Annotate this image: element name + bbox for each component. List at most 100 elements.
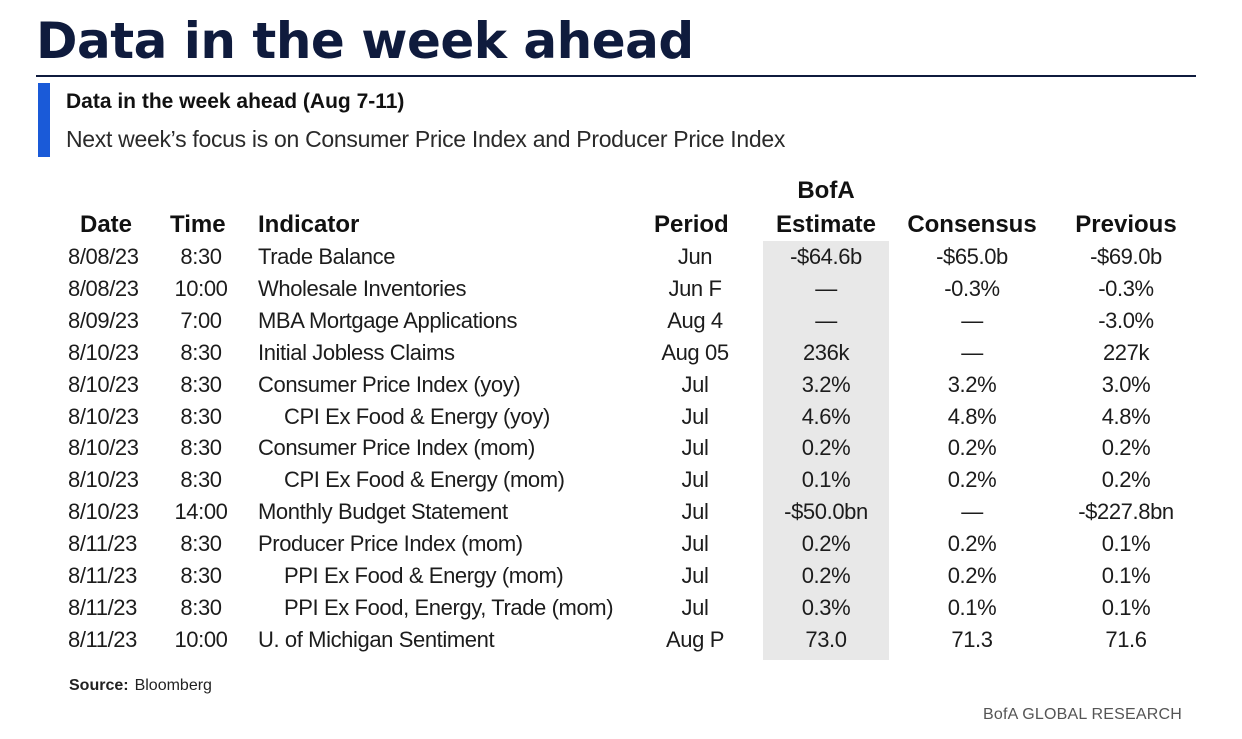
cell-previous: -0.3%: [1098, 275, 1154, 301]
cell-consensus: —: [961, 339, 983, 365]
cell-period: Jul: [681, 435, 709, 461]
cell-date: 8/10/23: [68, 467, 139, 493]
cell-consensus: -$65.0b: [936, 244, 1008, 269]
cell-period: Aug 05: [661, 339, 729, 365]
cell-time: 8:30: [180, 435, 222, 461]
cell-period: Aug 4: [667, 307, 723, 333]
cell-previous: -3.0%: [1098, 307, 1154, 333]
cell-bofa: -$64.6b: [790, 244, 862, 269]
cell-date: 8/10/23: [68, 339, 139, 365]
cell-time: 8:30: [180, 594, 222, 620]
cell-indicator: CPI Ex Food & Energy (yoy): [284, 403, 550, 429]
cell-indicator: Trade Balance: [258, 244, 396, 269]
header-date: Date: [80, 211, 133, 238]
cell-indicator: PPI Ex Food, Energy, Trade (mom): [284, 594, 614, 620]
cell-time: 14:00: [174, 499, 228, 525]
cell-time: 8:30: [180, 563, 222, 588]
cell-indicator: U. of Michigan Sentiment: [258, 626, 495, 652]
cell-consensus: 71.3: [951, 626, 993, 652]
cell-date: 8/11/23: [68, 594, 137, 620]
cell-date: 8/11/23: [68, 531, 137, 557]
cell-date: 8/09/23: [68, 307, 139, 333]
cell-time: 8:30: [180, 467, 222, 493]
cell-consensus: 0.2%: [947, 435, 997, 461]
cell-time: 8:30: [180, 531, 222, 557]
cell-period: Jul: [681, 467, 709, 493]
cell-bofa: —: [815, 307, 837, 333]
cell-consensus: 0.2%: [947, 563, 997, 588]
cell-consensus: -0.3%: [944, 275, 1000, 301]
cell-previous: 0.2%: [1101, 467, 1151, 493]
cell-previous: 0.2%: [1101, 435, 1151, 461]
cell-bofa: 3.2%: [801, 371, 851, 397]
title-divider: [36, 75, 1196, 77]
cell-indicator: Consumer Price Index (yoy): [258, 371, 521, 397]
cell-date: 8/10/23: [68, 371, 139, 397]
table-description: Next week’s focus is on Consumer Price I…: [66, 126, 786, 152]
source-value: Bloomberg: [134, 677, 212, 694]
source-label: Source:: [69, 677, 129, 694]
cell-period: Jul: [681, 594, 709, 620]
cell-previous: 0.1%: [1101, 531, 1151, 557]
bofa-estimate-highlight: [763, 241, 889, 660]
header-period: Period: [654, 211, 729, 238]
cell-consensus: 4.8%: [947, 403, 997, 429]
cell-previous: -$69.0b: [1090, 244, 1162, 269]
table-subtitle: Data in the week ahead (Aug 7-11): [66, 90, 405, 113]
cell-bofa: 4.6%: [801, 403, 851, 429]
accent-bar: [38, 83, 50, 157]
cell-bofa: 236k: [802, 339, 850, 365]
cell-period: Jul: [681, 531, 709, 557]
cell-consensus: 3.2%: [947, 371, 997, 397]
footer-brand: BofA GLOBAL RESEARCH: [983, 706, 1183, 723]
cell-time: 8:30: [180, 339, 222, 365]
cell-indicator: CPI Ex Food & Energy (mom): [284, 467, 565, 493]
cell-time: 7:00: [180, 307, 222, 333]
cell-time: 8:30: [180, 244, 222, 269]
cell-indicator: MBA Mortgage Applications: [258, 307, 518, 333]
cell-period: Jul: [681, 563, 709, 588]
cell-indicator: Monthly Budget Statement: [258, 499, 508, 525]
cell-previous: -$227.8bn: [1078, 499, 1174, 525]
header-time: Time: [170, 211, 226, 238]
cell-consensus: —: [961, 499, 983, 525]
cell-period: Jul: [681, 499, 709, 525]
cell-date: 8/11/23: [68, 626, 137, 652]
cell-previous: 227k: [1102, 339, 1150, 365]
cell-consensus: —: [961, 307, 983, 333]
cell-previous: 0.1%: [1101, 563, 1151, 588]
header-indicator: Indicator: [258, 211, 360, 238]
cell-time: 8:30: [180, 403, 222, 429]
cell-previous: 0.1%: [1101, 594, 1151, 620]
cell-time: 10:00: [174, 275, 228, 301]
cell-period: Jun F: [668, 275, 722, 301]
cell-previous: 4.8%: [1101, 403, 1151, 429]
cell-consensus: 0.1%: [947, 594, 997, 620]
cell-consensus: 0.2%: [947, 467, 997, 493]
cell-indicator: PPI Ex Food & Energy (mom): [284, 563, 564, 588]
cell-indicator: Initial Jobless Claims: [258, 339, 455, 365]
cell-date: 8/08/23: [68, 244, 139, 269]
cell-bofa: 73.0: [805, 626, 847, 652]
cell-date: 8/08/23: [68, 275, 139, 301]
cell-period: Aug P: [666, 626, 724, 652]
cell-bofa: 0.1%: [801, 467, 851, 493]
cell-date: 8/10/23: [68, 435, 139, 461]
header-bofa-line1: BofA: [797, 177, 855, 204]
cell-bofa: —: [815, 275, 837, 301]
cell-date: 8/10/23: [68, 499, 139, 525]
header-previous: Previous: [1075, 211, 1177, 238]
cell-indicator: Producer Price Index (mom): [258, 531, 523, 557]
cell-indicator: Wholesale Inventories: [258, 275, 467, 301]
cell-indicator: Consumer Price Index (mom): [258, 435, 535, 461]
cell-time: 8:30: [180, 371, 222, 397]
cell-date: 8/10/23: [68, 403, 139, 429]
header-consensus: Consensus: [907, 211, 1037, 238]
cell-previous: 71.6: [1105, 626, 1147, 652]
cell-bofa: 0.2%: [801, 563, 851, 588]
cell-period: Jun: [677, 244, 713, 269]
cell-bofa: -$50.0bn: [784, 499, 868, 525]
cell-bofa: 0.2%: [801, 531, 851, 557]
cell-date: 8/11/23: [68, 563, 137, 588]
cell-previous: 3.0%: [1101, 371, 1151, 397]
